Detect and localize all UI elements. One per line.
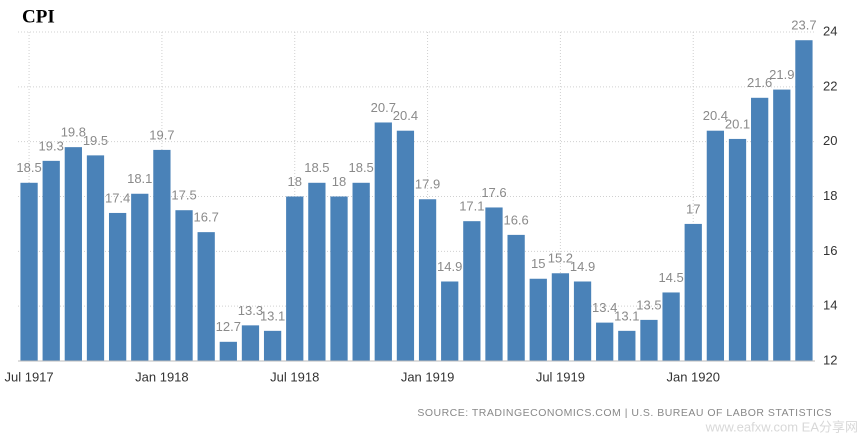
x-tick-label: Jan 1919: [401, 369, 455, 384]
x-tick-label: Jul 1919: [536, 369, 585, 384]
chart-title: CPI: [22, 6, 55, 27]
value-label: 17.1: [459, 199, 484, 214]
value-label: 18: [288, 174, 302, 189]
bar: [773, 89, 791, 361]
value-label: 19.5: [83, 133, 108, 148]
bar: [374, 122, 392, 361]
y-tick-label: 18: [823, 188, 837, 203]
bar: [684, 223, 702, 361]
value-label: 13.4: [592, 300, 617, 315]
value-label: 18.1: [127, 171, 152, 186]
bar: [706, 130, 725, 361]
value-label: 14.9: [570, 259, 595, 274]
y-tick-label: 12: [823, 352, 837, 367]
bar: [573, 281, 592, 361]
bar: [131, 193, 149, 361]
bar: [352, 182, 370, 361]
y-tick-label: 16: [823, 243, 837, 258]
value-label: 15: [531, 256, 545, 271]
bar: [64, 147, 82, 361]
value-label: 21.9: [769, 67, 794, 82]
bar: [42, 160, 60, 361]
value-label: 14.9: [437, 259, 462, 274]
bar: [507, 234, 525, 361]
bar: [197, 232, 215, 361]
bar: [86, 155, 105, 361]
value-label: 16.6: [503, 212, 528, 227]
bar: [153, 149, 171, 361]
y-tick-label: 22: [823, 78, 837, 93]
value-label: 17: [686, 201, 700, 216]
source: SOURCE: TRADINGECONOMICS.COM | U.S. BURE…: [417, 407, 832, 419]
bar: [219, 341, 237, 361]
bar: [751, 97, 769, 362]
value-label: 12.7: [216, 319, 241, 334]
bar: [396, 130, 415, 361]
x-tick-label: Jul 1918: [270, 369, 319, 384]
x-tick-label: Jan 1920: [666, 369, 720, 384]
value-label: 13.1: [260, 308, 285, 323]
bar: [108, 212, 127, 361]
bar: [241, 325, 260, 361]
bar: [175, 210, 193, 361]
value-label: 16.7: [194, 210, 219, 225]
value-label: 14.5: [658, 270, 683, 285]
value-label: 17.5: [171, 188, 196, 203]
x-tick-label: Jan 1918: [135, 369, 189, 384]
value-label: 13.1: [614, 308, 639, 323]
value-label: 18: [332, 174, 346, 189]
value-label: 23.7: [791, 18, 816, 33]
value-label: 20.7: [371, 100, 396, 115]
value-label: 13.5: [636, 297, 661, 312]
bar: [286, 196, 304, 361]
y-tick-label: 24: [823, 23, 837, 38]
value-label: 19.8: [61, 125, 86, 140]
bar: [20, 182, 38, 361]
bar: [418, 199, 437, 361]
value-label: 15.2: [548, 251, 573, 266]
value-label: 20.4: [393, 108, 418, 123]
bar: [728, 138, 747, 361]
bar: [551, 273, 570, 361]
bar: [441, 281, 459, 361]
value-label: 18.5: [348, 160, 373, 175]
value-label: 17.4: [105, 190, 130, 205]
y-tick-label: 14: [823, 298, 837, 313]
value-label: 17.9: [415, 177, 440, 192]
bar: [662, 292, 680, 361]
bar: [640, 319, 658, 361]
value-label: 19.7: [149, 127, 174, 142]
value-label: 13.3: [238, 303, 263, 318]
bar: [795, 40, 813, 361]
value-label: 18.5: [304, 160, 329, 175]
bar: [618, 330, 636, 361]
bar: [485, 207, 503, 361]
watermark: www.eafxw.com EA分享网: [705, 419, 858, 434]
value-label: 17.6: [481, 185, 506, 200]
value-label: 20.4: [703, 108, 728, 123]
bar: [529, 278, 547, 361]
y-tick-label: 20: [823, 133, 837, 148]
value-label: 19.3: [39, 138, 64, 153]
x-tick-label: Jul 1917: [4, 369, 53, 384]
bar: [463, 221, 481, 361]
value-label: 18.5: [16, 160, 41, 175]
bar: [596, 322, 614, 361]
value-label: 21.6: [747, 75, 772, 90]
value-label: 20.1: [725, 116, 750, 131]
bar: [263, 330, 282, 361]
bar: [308, 182, 326, 361]
bar: [330, 196, 348, 361]
